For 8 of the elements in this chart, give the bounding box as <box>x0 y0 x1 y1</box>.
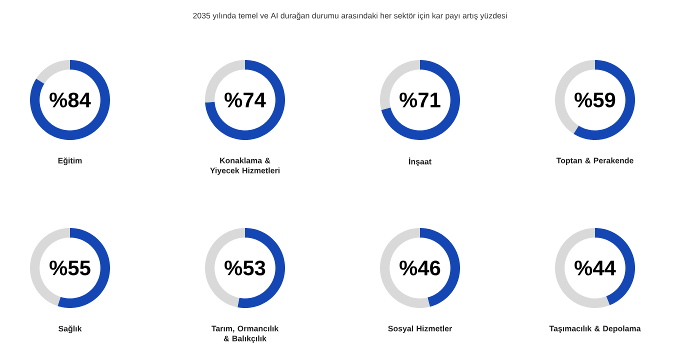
text: %59 <box>574 92 616 108</box>
text: %46 <box>400 260 440 276</box>
text: %53 <box>224 260 266 276</box>
text: %44 <box>574 260 616 276</box>
text: %71 <box>400 92 440 108</box>
text: %55 <box>50 260 90 276</box>
text: %84 <box>50 92 91 108</box>
text: %74 <box>224 92 266 108</box>
